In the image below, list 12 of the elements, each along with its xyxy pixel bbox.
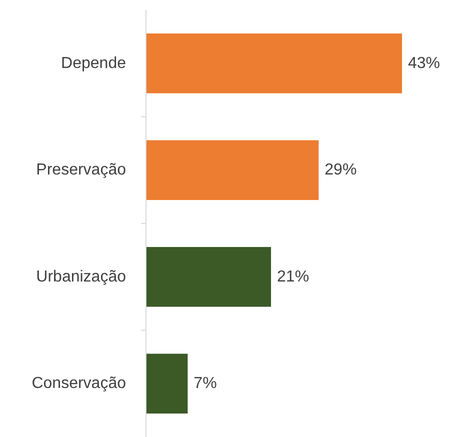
y-tick-label: Preservação [36, 162, 126, 179]
data-label: 29% [324, 162, 357, 179]
y-tick-label: Depende [61, 54, 126, 72]
bar [146, 33, 402, 94]
bar [146, 140, 319, 200]
data-label: 7% [194, 375, 217, 392]
y-tick-label: Conservação [32, 375, 126, 392]
bar [146, 354, 188, 414]
bar [146, 246, 272, 307]
y-tick-label: Urbanização [36, 268, 126, 286]
data-label: 21% [277, 268, 310, 286]
data-label: 43% [408, 54, 440, 72]
